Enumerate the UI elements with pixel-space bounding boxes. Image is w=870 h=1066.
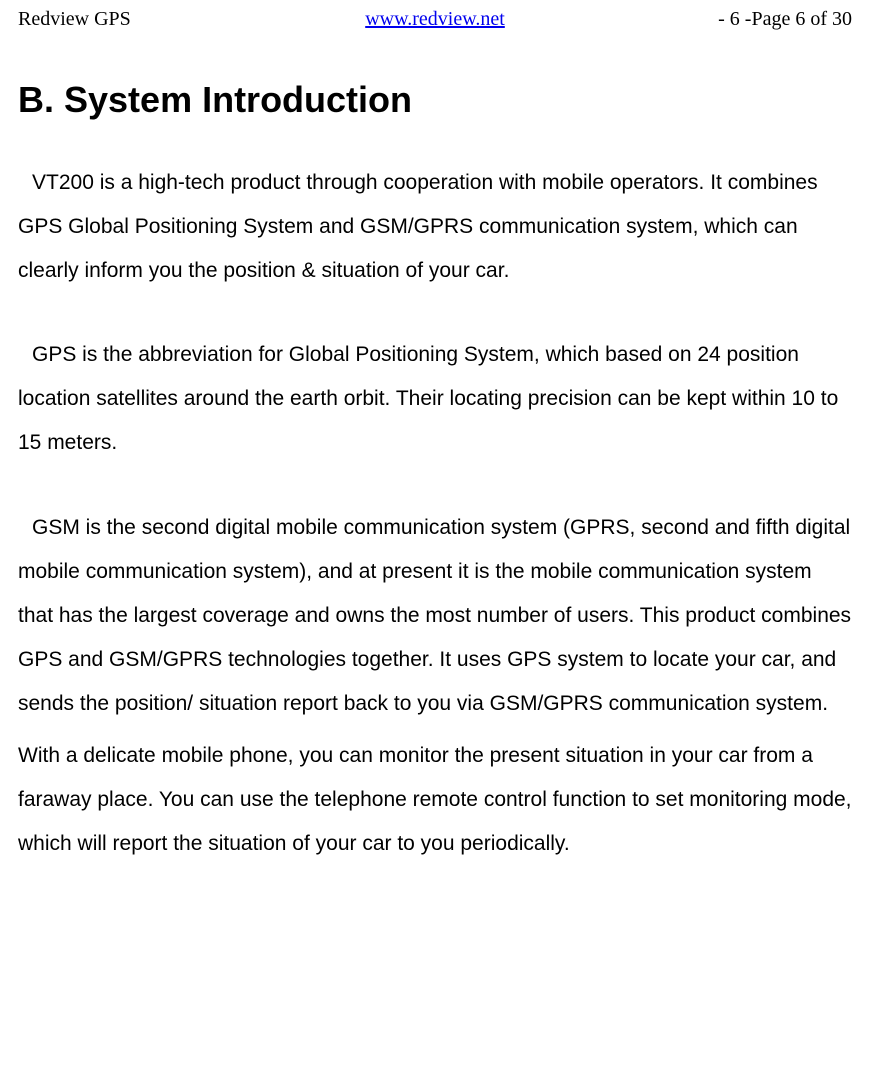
- header-url-link[interactable]: www.redview.net: [365, 8, 505, 30]
- page-title: B. System Introduction: [18, 79, 852, 121]
- paragraph-4: With a delicate mobile phone, you can mo…: [18, 734, 852, 866]
- body-content: VT200 is a high-tech product through coo…: [18, 161, 852, 866]
- paragraph-3: GSM is the second digital mobile communi…: [18, 506, 852, 726]
- header-left: Redview GPS: [18, 8, 296, 31]
- paragraph-1: VT200 is a high-tech product through coo…: [18, 161, 852, 293]
- header-page-number: - 6 -Page 6 of 30: [574, 8, 852, 31]
- header-center: www.redview.net: [296, 8, 574, 31]
- paragraph-2: GPS is the abbreviation for Global Posit…: [18, 333, 852, 465]
- page-header: Redview GPS www.redview.net - 6 -Page 6 …: [18, 8, 852, 31]
